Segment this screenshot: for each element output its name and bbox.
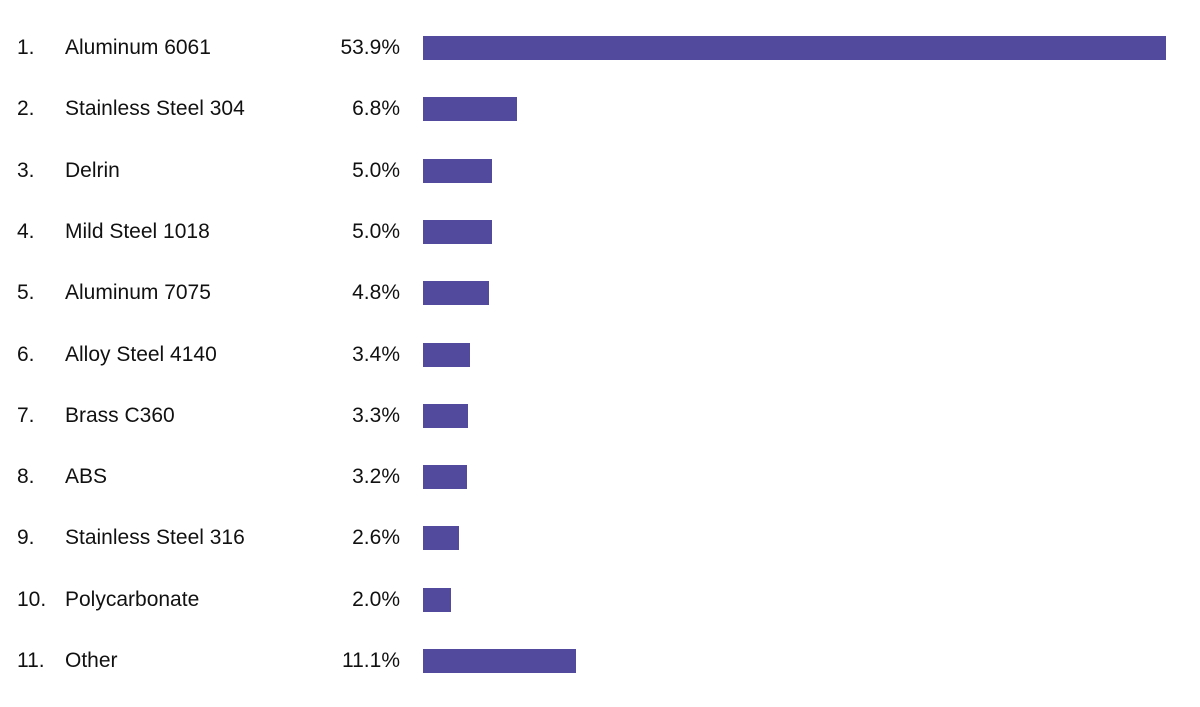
value-label: 6.8% — [352, 97, 400, 120]
category-label: Mild Steel 1018 — [65, 220, 210, 243]
value-label: 4.8% — [352, 281, 400, 304]
category-label: Other — [65, 649, 118, 672]
bar — [423, 526, 459, 550]
chart-row: 10. Polycarbonate 2.0% — [0, 580, 1200, 620]
bar — [423, 588, 451, 612]
chart-row: 5. Aluminum 7075 4.8% — [0, 273, 1200, 313]
value-label: 2.0% — [352, 588, 400, 611]
rank-label: 10. — [17, 588, 47, 611]
category-label: Stainless Steel 304 — [65, 97, 245, 120]
bar — [423, 649, 576, 673]
rank-label: 1. — [17, 36, 35, 59]
chart-row: 2. Stainless Steel 304 6.8% — [0, 89, 1200, 129]
rank-label: 7. — [17, 404, 35, 427]
chart-row: 4. Mild Steel 1018 5.0% — [0, 212, 1200, 252]
category-label: Aluminum 7075 — [65, 281, 211, 304]
bar — [423, 465, 467, 489]
rank-label: 9. — [17, 526, 35, 549]
bar — [423, 343, 470, 367]
category-label: Delrin — [65, 159, 120, 182]
value-label: 5.0% — [352, 159, 400, 182]
category-label: Brass C360 — [65, 404, 175, 427]
bar — [423, 404, 468, 428]
rank-label: 5. — [17, 281, 35, 304]
category-label: Aluminum 6061 — [65, 36, 211, 59]
chart-row: 8. ABS 3.2% — [0, 457, 1200, 497]
category-label: ABS — [65, 465, 108, 488]
bar — [423, 97, 517, 121]
chart-row: 7. Brass C360 3.3% — [0, 396, 1200, 436]
value-label: 53.9% — [340, 36, 400, 59]
value-label: 2.6% — [352, 526, 400, 549]
chart-row: 1. Aluminum 6061 53.9% — [0, 28, 1200, 68]
category-label: Polycarbonate — [65, 588, 200, 611]
bar — [423, 36, 1166, 60]
chart-row: 11. Other 11.1% — [0, 641, 1200, 681]
value-label: 11.1% — [342, 649, 400, 672]
value-label: 3.2% — [352, 465, 400, 488]
chart-row: 6. Alloy Steel 4140 3.4% — [0, 335, 1200, 375]
chart-row: 9. Stainless Steel 316 2.6% — [0, 518, 1200, 558]
value-label: 3.4% — [352, 343, 400, 366]
rank-label: 2. — [17, 97, 35, 120]
rank-label: 4. — [17, 220, 35, 243]
rank-label: 8. — [17, 465, 35, 488]
chart-row: 3. Delrin 5.0% — [0, 151, 1200, 191]
category-label: Stainless Steel 316 — [65, 526, 245, 549]
bar — [423, 159, 492, 183]
rank-label: 3. — [17, 159, 35, 182]
value-label: 5.0% — [352, 220, 400, 243]
value-label: 3.3% — [352, 404, 400, 427]
bar — [423, 281, 489, 305]
rank-label: 11. — [17, 649, 45, 672]
category-label: Alloy Steel 4140 — [65, 343, 217, 366]
bar — [423, 220, 492, 244]
rank-label: 6. — [17, 343, 35, 366]
